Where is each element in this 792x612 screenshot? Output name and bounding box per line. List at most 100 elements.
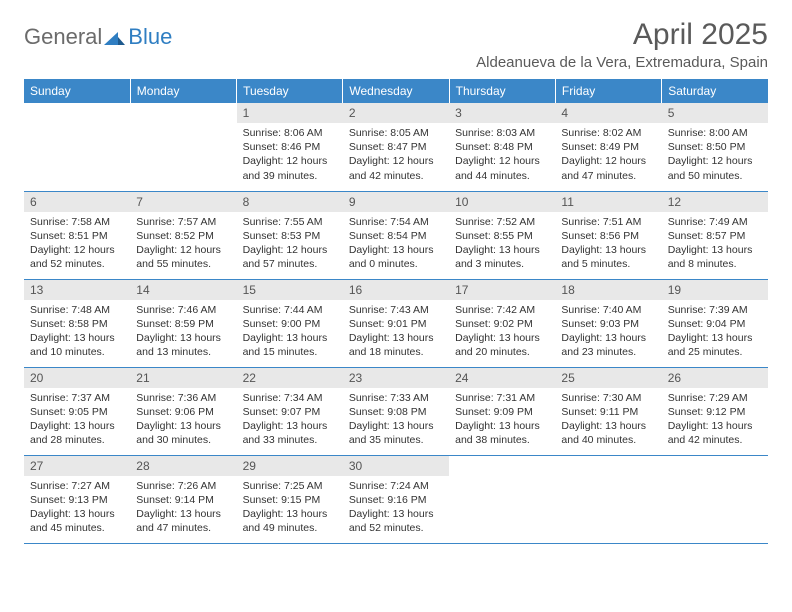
day-number: 18 (555, 280, 661, 300)
calendar-day-cell: 5Sunrise: 8:00 AMSunset: 8:50 PMDaylight… (662, 103, 768, 191)
calendar-day-cell: 25Sunrise: 7:30 AMSunset: 9:11 PMDayligh… (555, 367, 661, 455)
calendar-day-cell (555, 455, 661, 543)
sunrise-line: Sunrise: 7:33 AM (349, 391, 443, 405)
daylight-line: Daylight: 13 hours and 20 minutes. (455, 331, 549, 359)
calendar-day-cell (130, 103, 236, 191)
sunrise-line: Sunrise: 7:55 AM (243, 215, 337, 229)
calendar-header-row: SundayMondayTuesdayWednesdayThursdayFrid… (24, 79, 768, 103)
daylight-line: Daylight: 12 hours and 42 minutes. (349, 154, 443, 182)
sunrise-line: Sunrise: 7:52 AM (455, 215, 549, 229)
calendar-day-cell: 18Sunrise: 7:40 AMSunset: 9:03 PMDayligh… (555, 279, 661, 367)
sunset-line: Sunset: 9:04 PM (668, 317, 762, 331)
day-number: 19 (662, 280, 768, 300)
day-content: Sunrise: 7:36 AMSunset: 9:06 PMDaylight:… (130, 388, 236, 452)
sunset-line: Sunset: 9:07 PM (243, 405, 337, 419)
sunset-line: Sunset: 9:06 PM (136, 405, 230, 419)
calendar-day-cell: 26Sunrise: 7:29 AMSunset: 9:12 PMDayligh… (662, 367, 768, 455)
calendar-day-cell: 29Sunrise: 7:25 AMSunset: 9:15 PMDayligh… (237, 455, 343, 543)
calendar-day-cell: 24Sunrise: 7:31 AMSunset: 9:09 PMDayligh… (449, 367, 555, 455)
calendar-week-row: 1Sunrise: 8:06 AMSunset: 8:46 PMDaylight… (24, 103, 768, 191)
daylight-line: Daylight: 13 hours and 3 minutes. (455, 243, 549, 271)
sunset-line: Sunset: 8:55 PM (455, 229, 549, 243)
day-number: 10 (449, 192, 555, 212)
sunset-line: Sunset: 9:08 PM (349, 405, 443, 419)
sunrise-line: Sunrise: 7:57 AM (136, 215, 230, 229)
day-number (449, 456, 555, 476)
daylight-line: Daylight: 13 hours and 30 minutes. (136, 419, 230, 447)
sunrise-line: Sunrise: 7:48 AM (30, 303, 124, 317)
header: General Blue April 2025 Aldeanueva de la… (24, 18, 768, 71)
day-number: 6 (24, 192, 130, 212)
logo-triangle-icon (104, 28, 126, 46)
day-content: Sunrise: 7:27 AMSunset: 9:13 PMDaylight:… (24, 476, 130, 540)
sunset-line: Sunset: 8:54 PM (349, 229, 443, 243)
calendar-day-cell: 3Sunrise: 8:03 AMSunset: 8:48 PMDaylight… (449, 103, 555, 191)
calendar-day-cell: 6 Sunrise: 7:58 AMSunset: 8:51 PMDaylight… (24, 191, 130, 279)
calendar-day-cell: 14Sunrise: 7:46 AMSunset: 8:59 PMDayligh… (130, 279, 236, 367)
calendar-day-cell (662, 455, 768, 543)
day-number: 25 (555, 368, 661, 388)
day-content: Sunrise: 7:42 AMSunset: 9:02 PMDaylight:… (449, 300, 555, 364)
calendar-day-cell: 7Sunrise: 7:57 AMSunset: 8:52 PMDaylight… (130, 191, 236, 279)
daylight-line: Daylight: 13 hours and 10 minutes. (30, 331, 124, 359)
logo-text-blue: Blue (128, 24, 172, 50)
day-number: 28 (130, 456, 236, 476)
day-content: Sunrise: 7:52 AMSunset: 8:55 PMDaylight:… (449, 212, 555, 276)
daylight-line: Daylight: 12 hours and 52 minutes. (30, 243, 124, 271)
sunrise-line: Sunrise: 7:46 AM (136, 303, 230, 317)
calendar-day-cell: 8Sunrise: 7:55 AMSunset: 8:53 PMDaylight… (237, 191, 343, 279)
daylight-line: Daylight: 13 hours and 15 minutes. (243, 331, 337, 359)
sunrise-line: Sunrise: 7:36 AM (136, 391, 230, 405)
day-content: Sunrise: 8:06 AMSunset: 8:46 PMDaylight:… (237, 123, 343, 187)
day-content: Sunrise: 7:40 AMSunset: 9:03 PMDaylight:… (555, 300, 661, 364)
sunset-line: Sunset: 8:51 PM (30, 229, 124, 243)
day-number: 11 (555, 192, 661, 212)
daylight-line: Daylight: 13 hours and 0 minutes. (349, 243, 443, 271)
weekday-header: Tuesday (237, 79, 343, 103)
daylight-line: Daylight: 13 hours and 13 minutes. (136, 331, 230, 359)
calendar-day-cell: 22Sunrise: 7:34 AMSunset: 9:07 PMDayligh… (237, 367, 343, 455)
sunset-line: Sunset: 9:12 PM (668, 405, 762, 419)
sunset-line: Sunset: 9:09 PM (455, 405, 549, 419)
day-content: Sunrise: 7:37 AMSunset: 9:05 PMDaylight:… (24, 388, 130, 452)
calendar-day-cell: 30Sunrise: 7:24 AMSunset: 9:16 PMDayligh… (343, 455, 449, 543)
sunrise-line: Sunrise: 7:29 AM (668, 391, 762, 405)
calendar-day-cell: 16Sunrise: 7:43 AMSunset: 9:01 PMDayligh… (343, 279, 449, 367)
sunrise-line: Sunrise: 7:58 AM (30, 215, 124, 229)
day-content: Sunrise: 8:00 AMSunset: 8:50 PMDaylight:… (662, 123, 768, 187)
sunrise-line: Sunrise: 7:37 AM (30, 391, 124, 405)
sunset-line: Sunset: 8:49 PM (561, 140, 655, 154)
day-number: 23 (343, 368, 449, 388)
daylight-line: Daylight: 13 hours and 52 minutes. (349, 507, 443, 535)
calendar-body: 1Sunrise: 8:06 AMSunset: 8:46 PMDaylight… (24, 103, 768, 543)
day-number (662, 456, 768, 476)
sunset-line: Sunset: 9:11 PM (561, 405, 655, 419)
day-content: Sunrise: 7:31 AMSunset: 9:09 PMDaylight:… (449, 388, 555, 452)
calendar-day-cell: 15Sunrise: 7:44 AMSunset: 9:00 PMDayligh… (237, 279, 343, 367)
sunrise-line: Sunrise: 7:40 AM (561, 303, 655, 317)
sunset-line: Sunset: 8:48 PM (455, 140, 549, 154)
day-content: Sunrise: 7:46 AMSunset: 8:59 PMDaylight:… (130, 300, 236, 364)
sunset-line: Sunset: 9:01 PM (349, 317, 443, 331)
daylight-line: Daylight: 13 hours and 47 minutes. (136, 507, 230, 535)
calendar-day-cell: 28Sunrise: 7:26 AMSunset: 9:14 PMDayligh… (130, 455, 236, 543)
month-title: April 2025 (476, 18, 768, 52)
calendar-table: SundayMondayTuesdayWednesdayThursdayFrid… (24, 79, 768, 544)
sunrise-line: Sunrise: 7:31 AM (455, 391, 549, 405)
day-number: 7 (130, 192, 236, 212)
sunset-line: Sunset: 8:58 PM (30, 317, 124, 331)
day-number: 12 (662, 192, 768, 212)
sunset-line: Sunset: 8:50 PM (668, 140, 762, 154)
day-content: Sunrise: 7:54 AMSunset: 8:54 PMDaylight:… (343, 212, 449, 276)
day-content: Sunrise: 7:44 AMSunset: 9:00 PMDaylight:… (237, 300, 343, 364)
daylight-line: Daylight: 13 hours and 38 minutes. (455, 419, 549, 447)
day-number: 30 (343, 456, 449, 476)
daylight-line: Daylight: 13 hours and 40 minutes. (561, 419, 655, 447)
day-content: Sunrise: 7:49 AMSunset: 8:57 PMDaylight:… (662, 212, 768, 276)
day-number: 9 (343, 192, 449, 212)
sunset-line: Sunset: 8:57 PM (668, 229, 762, 243)
calendar-day-cell: 10Sunrise: 7:52 AMSunset: 8:55 PMDayligh… (449, 191, 555, 279)
day-number: 24 (449, 368, 555, 388)
day-number: 3 (449, 103, 555, 123)
day-content: Sunrise: 7:48 AMSunset: 8:58 PMDaylight:… (24, 300, 130, 364)
